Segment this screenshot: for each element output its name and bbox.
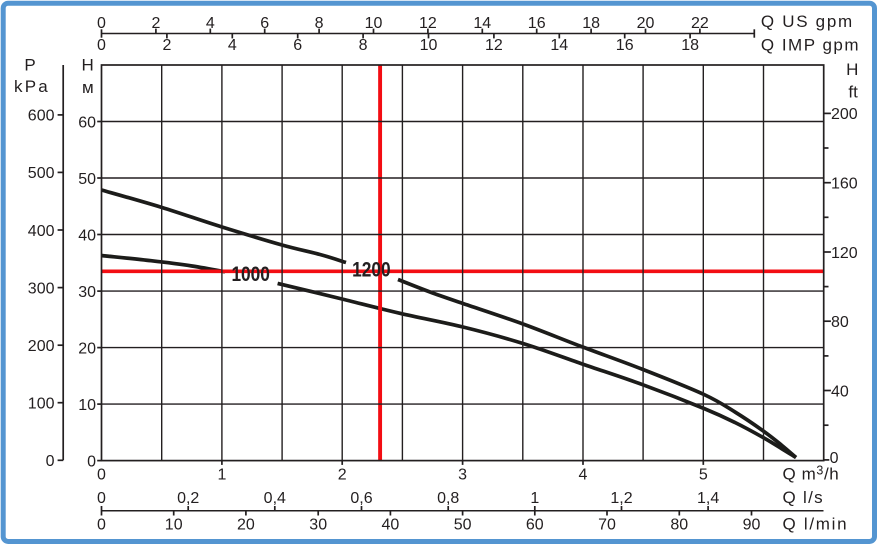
svg-text:50: 50 <box>454 517 472 534</box>
svg-text:8: 8 <box>315 15 324 32</box>
svg-text:ft: ft <box>848 83 858 102</box>
svg-text:1: 1 <box>530 490 539 507</box>
svg-text:kPa: kPa <box>14 77 50 96</box>
svg-text:200: 200 <box>28 338 55 355</box>
svg-text:30: 30 <box>309 517 327 534</box>
svg-text:4: 4 <box>228 37 237 54</box>
svg-text:0,8: 0,8 <box>437 490 459 507</box>
svg-text:14: 14 <box>473 15 491 32</box>
svg-text:60: 60 <box>526 517 544 534</box>
svg-text:5: 5 <box>699 466 708 483</box>
svg-text:P: P <box>24 55 35 74</box>
svg-text:м: м <box>82 78 94 97</box>
svg-text:0,4: 0,4 <box>264 490 286 507</box>
svg-text:0: 0 <box>87 453 96 470</box>
svg-text:0: 0 <box>97 466 106 483</box>
svg-text:4: 4 <box>579 466 588 483</box>
svg-text:0,2: 0,2 <box>177 490 199 507</box>
svg-text:16: 16 <box>616 37 634 54</box>
svg-text:50: 50 <box>78 171 96 188</box>
svg-text:40: 40 <box>831 383 849 400</box>
svg-text:0: 0 <box>97 37 106 54</box>
svg-text:18: 18 <box>582 15 600 32</box>
svg-text:22: 22 <box>691 15 709 32</box>
svg-text:2: 2 <box>162 37 171 54</box>
svg-text:10: 10 <box>420 37 438 54</box>
svg-text:Q m3/h: Q m3/h <box>783 463 840 483</box>
svg-text:3: 3 <box>458 466 467 483</box>
svg-text:160: 160 <box>831 176 858 193</box>
svg-text:14: 14 <box>550 37 568 54</box>
svg-text:10: 10 <box>78 397 96 414</box>
svg-text:0: 0 <box>97 15 106 32</box>
svg-text:40: 40 <box>382 517 400 534</box>
svg-text:10: 10 <box>365 15 383 32</box>
svg-text:300: 300 <box>28 280 55 297</box>
svg-text:120: 120 <box>831 245 858 262</box>
svg-text:10: 10 <box>165 517 183 534</box>
svg-text:400: 400 <box>28 223 55 240</box>
svg-text:0: 0 <box>830 450 839 467</box>
svg-text:0: 0 <box>97 517 106 534</box>
svg-text:40: 40 <box>78 227 96 244</box>
svg-text:4: 4 <box>206 15 215 32</box>
svg-text:12: 12 <box>419 15 437 32</box>
svg-text:0,6: 0,6 <box>350 490 372 507</box>
svg-text:H: H <box>846 60 858 79</box>
svg-text:12: 12 <box>485 37 503 54</box>
svg-text:0: 0 <box>46 453 55 470</box>
svg-text:80: 80 <box>670 517 688 534</box>
svg-text:Q l/s: Q l/s <box>783 488 824 507</box>
svg-text:8: 8 <box>359 37 368 54</box>
svg-text:Q IMP gpm: Q IMP gpm <box>761 35 860 54</box>
svg-text:90: 90 <box>743 517 761 534</box>
svg-text:2: 2 <box>338 466 347 483</box>
svg-text:6: 6 <box>293 37 302 54</box>
svg-text:1,2: 1,2 <box>610 490 632 507</box>
svg-text:2: 2 <box>151 15 160 32</box>
svg-text:H: H <box>81 56 93 75</box>
svg-text:200: 200 <box>831 106 858 123</box>
svg-text:60: 60 <box>78 114 96 131</box>
svg-text:6: 6 <box>260 15 269 32</box>
svg-text:1,4: 1,4 <box>697 490 719 507</box>
svg-text:1: 1 <box>217 466 226 483</box>
svg-text:16: 16 <box>528 15 546 32</box>
svg-text:500: 500 <box>28 165 55 182</box>
svg-text:100: 100 <box>28 396 55 413</box>
svg-text:80: 80 <box>831 314 849 331</box>
svg-text:1000: 1000 <box>231 262 270 286</box>
svg-text:20: 20 <box>237 517 255 534</box>
svg-text:600: 600 <box>28 108 55 125</box>
svg-text:18: 18 <box>681 37 699 54</box>
svg-text:Q US gpm: Q US gpm <box>761 12 854 31</box>
svg-text:30: 30 <box>78 284 96 301</box>
svg-text:1200: 1200 <box>352 257 391 281</box>
svg-text:20: 20 <box>637 15 655 32</box>
svg-text:Q l/min: Q l/min <box>783 515 849 534</box>
svg-text:0: 0 <box>97 490 106 507</box>
svg-text:20: 20 <box>78 340 96 357</box>
svg-text:70: 70 <box>598 517 616 534</box>
